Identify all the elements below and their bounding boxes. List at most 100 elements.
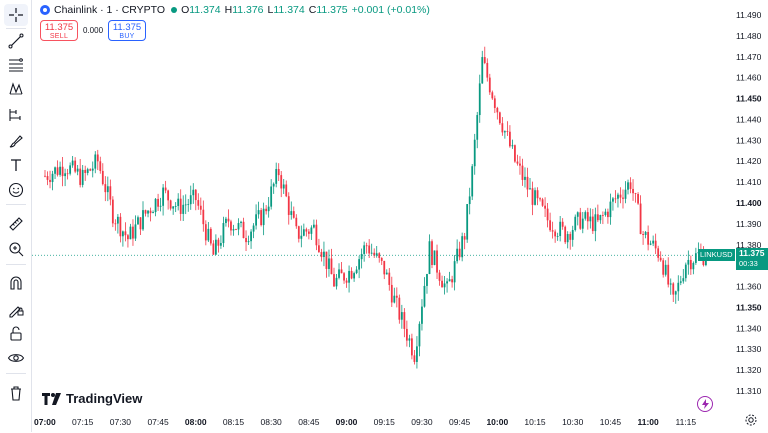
candle-body <box>74 160 77 172</box>
candle-body <box>443 283 446 288</box>
time-tick-label: 10:00 <box>486 417 508 427</box>
ruler-icon[interactable] <box>4 213 28 235</box>
candle-body <box>370 252 373 254</box>
candle-body <box>529 188 531 190</box>
candle-body <box>368 245 371 254</box>
candle-body <box>71 160 74 166</box>
price-tick-label: 11.320 <box>736 365 762 375</box>
candle-body <box>473 139 476 167</box>
candle-body <box>426 274 428 286</box>
buy-button[interactable]: 11.375 BUY <box>108 20 146 41</box>
candle-body <box>609 201 612 218</box>
text-icon[interactable] <box>4 154 28 176</box>
lightning-icon[interactable] <box>697 396 713 412</box>
candle-body <box>501 123 504 133</box>
candle-body <box>410 338 413 356</box>
candle-body <box>539 198 541 200</box>
candle-body <box>106 186 109 193</box>
candle-body <box>192 189 195 196</box>
candle-body <box>516 161 519 164</box>
candle-body <box>265 208 268 212</box>
candle-body <box>222 223 225 244</box>
emoji-icon[interactable] <box>4 179 28 201</box>
forecast-icon[interactable] <box>4 104 28 126</box>
sell-button[interactable]: 11.375 SELL <box>40 20 78 41</box>
candle-body <box>549 220 552 231</box>
last-price-value: 11.375 <box>739 248 765 258</box>
price-tick-label: 11.310 <box>736 386 762 396</box>
price-tick-label: 11.440 <box>736 114 762 124</box>
candle-body <box>307 231 310 234</box>
candle-body <box>408 338 411 341</box>
open-value: 11.374 <box>189 4 221 16</box>
candle-body <box>257 210 260 215</box>
candle-body <box>637 193 639 204</box>
candle-body <box>360 253 363 260</box>
price-axis[interactable]: 11.490 11.480 11.470 11.460 11.450 11.440 11.4… <box>736 10 762 396</box>
candle-body <box>672 283 675 295</box>
candle-body <box>199 205 202 210</box>
drawing-toolbar <box>0 0 32 432</box>
sell-label: SELL <box>49 33 69 40</box>
candle-body <box>596 214 599 221</box>
last-price-label: 11.375 00:33 <box>736 248 768 270</box>
candle-body <box>556 236 559 237</box>
time-tick-label: 09:30 <box>411 417 433 427</box>
candle-body <box>483 57 486 63</box>
price-tick-label: 11.380 <box>736 240 762 250</box>
candle-body <box>488 77 491 93</box>
unlock-icon[interactable] <box>4 322 28 344</box>
candle-body <box>152 212 154 214</box>
lock-drawing-icon[interactable] <box>4 298 28 320</box>
fib-icon[interactable] <box>4 54 28 76</box>
candle-body <box>521 165 524 180</box>
trend-line-icon[interactable] <box>4 30 28 52</box>
brush-icon[interactable] <box>4 130 28 152</box>
candle-body <box>461 236 464 258</box>
sell-price: 11.375 <box>44 22 74 33</box>
candle-body <box>305 229 308 232</box>
candle-body <box>285 184 288 197</box>
candle-body <box>385 272 388 275</box>
symbol-title[interactable]: Chainlink · 1 · CRYPTO <box>54 4 166 16</box>
candle-body <box>576 212 579 217</box>
candle-body <box>689 259 692 270</box>
candle-body <box>463 236 466 240</box>
candle-body <box>189 195 192 205</box>
candle-body <box>433 250 436 265</box>
candle-body <box>237 223 240 230</box>
candle-body <box>292 211 295 218</box>
candles-layer <box>44 46 707 369</box>
candle-body <box>81 169 84 185</box>
pattern-icon[interactable] <box>4 78 28 100</box>
trash-icon[interactable] <box>4 382 28 404</box>
time-axis[interactable]: 07:00 07:15 07:30 07:45 08:00 08:15 08:30 08:45… <box>34 417 696 427</box>
time-tick-label: 10:15 <box>524 417 546 427</box>
candle-body <box>667 264 670 285</box>
candle-body <box>607 211 609 218</box>
price-tick-label: 11.410 <box>736 177 762 187</box>
time-tick-label: 07:15 <box>72 417 94 427</box>
spread-value: 0.000 <box>83 26 104 35</box>
candle-body <box>250 231 252 242</box>
candle-body <box>383 260 386 275</box>
candle-body <box>423 285 426 307</box>
eye-icon[interactable] <box>4 347 28 369</box>
candle-body <box>300 235 303 239</box>
candle-body <box>338 269 340 278</box>
candle-body <box>116 216 119 224</box>
magnet-icon[interactable] <box>4 272 28 294</box>
candle-body <box>511 145 514 147</box>
gear-icon[interactable] <box>743 412 759 428</box>
time-tick-label: 10:30 <box>562 417 584 427</box>
candle-body <box>157 198 159 207</box>
candle-body <box>601 214 604 216</box>
candle-body <box>498 112 501 124</box>
zoom-icon[interactable] <box>4 238 28 260</box>
candle-body <box>664 264 667 275</box>
price-tick-label: 11.450 <box>736 94 762 104</box>
tradingview-watermark[interactable]: TradingView <box>42 391 142 406</box>
crosshair-icon[interactable] <box>4 4 28 26</box>
candle-body <box>586 212 589 222</box>
price-chart[interactable]: 11.490 11.480 11.470 11.460 11.450 11.440 11.4… <box>32 0 768 432</box>
